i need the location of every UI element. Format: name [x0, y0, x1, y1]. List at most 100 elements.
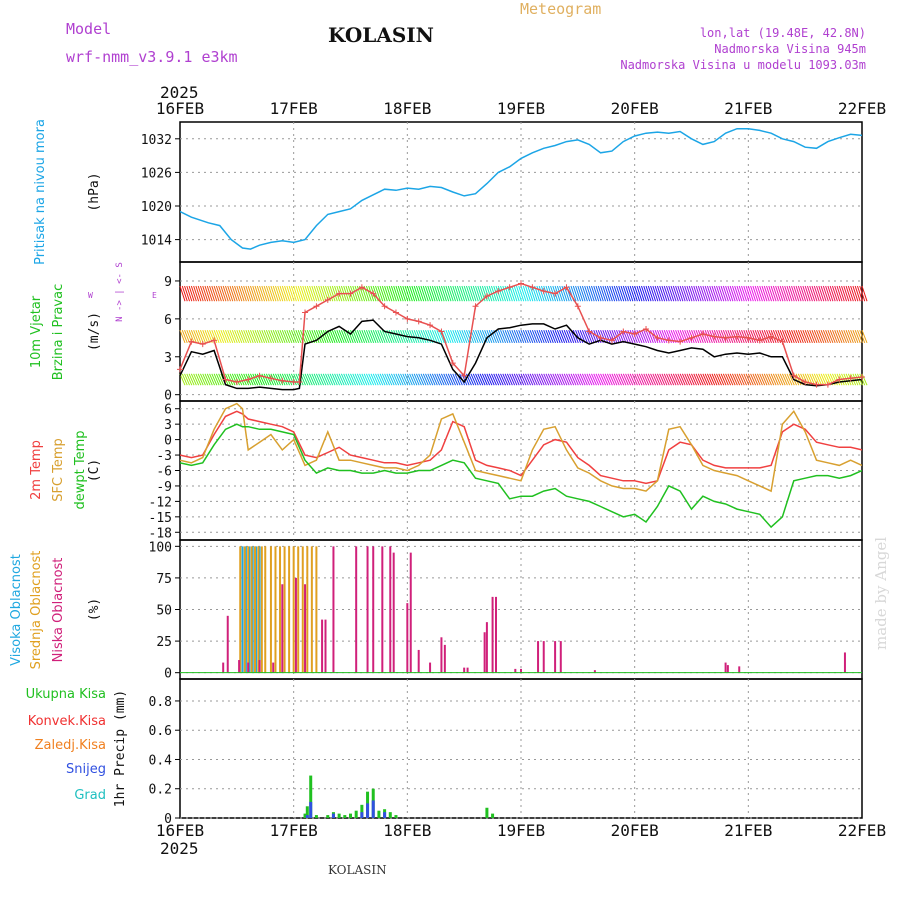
x-tick-top-20FEB: 20FEB — [611, 99, 659, 118]
wind-barb — [613, 373, 620, 386]
wind-barb — [277, 330, 284, 344]
wind-barb — [793, 330, 800, 344]
gust-marker — [824, 381, 831, 388]
precip-bar — [314, 815, 318, 818]
x-tick-bottom-22FEB: 22FEB — [838, 821, 886, 840]
model-altitude: Nadmorska Visina u modelu 1093.03m — [620, 58, 866, 72]
wind-barb — [652, 285, 659, 302]
wind-barb — [263, 373, 270, 386]
wind-barb — [218, 330, 225, 344]
wind-barb — [681, 330, 688, 344]
wind-barb — [806, 330, 813, 344]
gust-marker — [643, 325, 650, 332]
wind-barb — [647, 285, 654, 302]
wind-barb — [475, 285, 482, 302]
wind-barb — [243, 285, 250, 302]
panel-clouds: 0 25 50 75 100 (%) Visoka Oblacnost Srednja Obl… — [9, 539, 863, 682]
wind-barb — [527, 285, 534, 302]
wind-barb — [800, 330, 807, 344]
wind-barb — [224, 285, 231, 302]
wind-barb — [731, 285, 738, 302]
wind-barb — [243, 330, 250, 344]
gust-marker — [847, 375, 854, 382]
wind-barb — [404, 285, 411, 302]
wind-barb — [552, 373, 559, 386]
wind-barb — [370, 373, 377, 386]
wind-barb — [468, 285, 475, 302]
wind-barb — [797, 330, 804, 344]
wind-barb — [543, 330, 550, 344]
wind-barb — [538, 373, 545, 386]
wind-barb — [304, 330, 311, 344]
wind-barb — [204, 285, 211, 302]
wind-barb — [802, 330, 809, 344]
wind-barb — [643, 373, 650, 386]
wind-barb — [472, 285, 479, 302]
wind-barb — [784, 373, 791, 386]
y-tick-label: 1032 — [141, 133, 172, 148]
wind-barb — [761, 373, 768, 386]
wind-barb — [606, 373, 613, 386]
wind-barb — [504, 330, 511, 344]
wind-barb — [461, 285, 468, 302]
wind-barb — [818, 330, 825, 344]
wind-barb — [697, 373, 704, 386]
wind-barb — [766, 373, 772, 386]
wind-barb — [784, 330, 791, 344]
wind-direction-legend: W E N -> | <- S — [88, 262, 157, 322]
wind-barb — [338, 330, 345, 344]
wind-barb — [422, 373, 429, 386]
wind-barb — [436, 373, 443, 386]
wind-barb — [365, 285, 372, 302]
wind-barb — [238, 330, 245, 344]
gust-marker — [302, 309, 309, 316]
wind-barb — [327, 285, 334, 302]
x-tick-bottom-16FEB: 16FEB — [156, 821, 204, 840]
gust-marker — [256, 372, 263, 379]
wind-barb — [200, 373, 206, 386]
wind-barb — [397, 373, 404, 386]
wind-barb — [434, 373, 441, 386]
side-label-wind-2: Brzina i Pravac — [51, 284, 66, 381]
wind-barb — [445, 330, 452, 344]
wind-barb — [286, 285, 293, 302]
wind-barb — [284, 285, 291, 302]
wind-barb — [438, 373, 445, 386]
wind-barb — [490, 373, 497, 386]
panel-precip: 0 0.2 0.4 0.6 0.8 1hr Precip (mm) Ukupna Kisa K… — [26, 678, 863, 827]
wind-barb — [304, 373, 311, 386]
wind-barb — [818, 285, 825, 302]
wind-barb — [543, 373, 550, 386]
precip-bar — [360, 812, 364, 818]
wind-barb — [515, 373, 522, 386]
wind-barb — [440, 373, 447, 386]
wind-barb — [509, 285, 516, 302]
wind-barb — [431, 285, 438, 302]
wind-barb — [184, 285, 191, 302]
x-tick-bottom-20FEB: 20FEB — [611, 821, 659, 840]
wind-barb — [725, 330, 732, 344]
y-tick-label: 0.8 — [149, 695, 172, 710]
wind-barb — [563, 373, 570, 386]
wind-barb — [386, 285, 393, 302]
gust-marker — [813, 381, 820, 388]
wind-barb — [190, 373, 197, 386]
wind-barb — [688, 373, 695, 386]
wind-barb — [731, 373, 738, 386]
wind-barb — [663, 285, 670, 302]
wind-barb — [518, 285, 525, 302]
wind-barb — [704, 285, 711, 302]
wind-barb — [202, 330, 209, 344]
gust-marker — [859, 373, 865, 380]
wind-barb — [188, 285, 195, 302]
wind-barb — [218, 373, 225, 386]
wind-barb — [259, 285, 266, 302]
wind-barb — [852, 285, 859, 302]
wind-barb — [309, 285, 316, 302]
wind-barb — [406, 285, 413, 302]
wind-barb — [247, 330, 254, 344]
wind-barb — [179, 330, 186, 344]
gust-marker — [495, 288, 502, 295]
wind-barb — [450, 330, 456, 344]
wind-barb — [213, 330, 220, 344]
